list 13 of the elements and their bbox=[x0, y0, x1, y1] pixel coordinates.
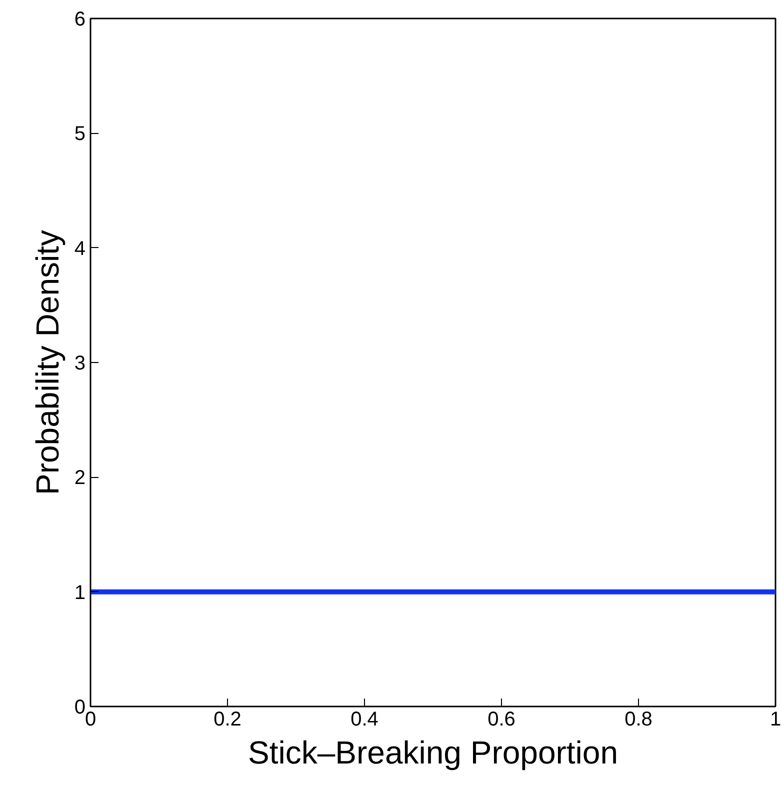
x-axis-title: Stick–Breaking Proportion bbox=[248, 734, 618, 770]
y-tick-label: 5 bbox=[74, 123, 86, 146]
y-tick-label: 4 bbox=[74, 238, 86, 260]
x-tick-label: 0.4 bbox=[350, 708, 378, 730]
x-tick-label: 0.6 bbox=[488, 708, 516, 730]
y-tick-label: 1 bbox=[74, 582, 86, 604]
x-tick-label: 1 bbox=[770, 708, 781, 730]
y-axis-title: Probability Density bbox=[29, 230, 66, 495]
x-tick-label: 0.2 bbox=[214, 708, 242, 730]
y-tick-label: 2 bbox=[74, 467, 86, 490]
y-tick-label: 6 bbox=[74, 8, 86, 30]
x-tick-label: 0.8 bbox=[624, 708, 652, 730]
y-tick-label: 3 bbox=[74, 352, 86, 374]
